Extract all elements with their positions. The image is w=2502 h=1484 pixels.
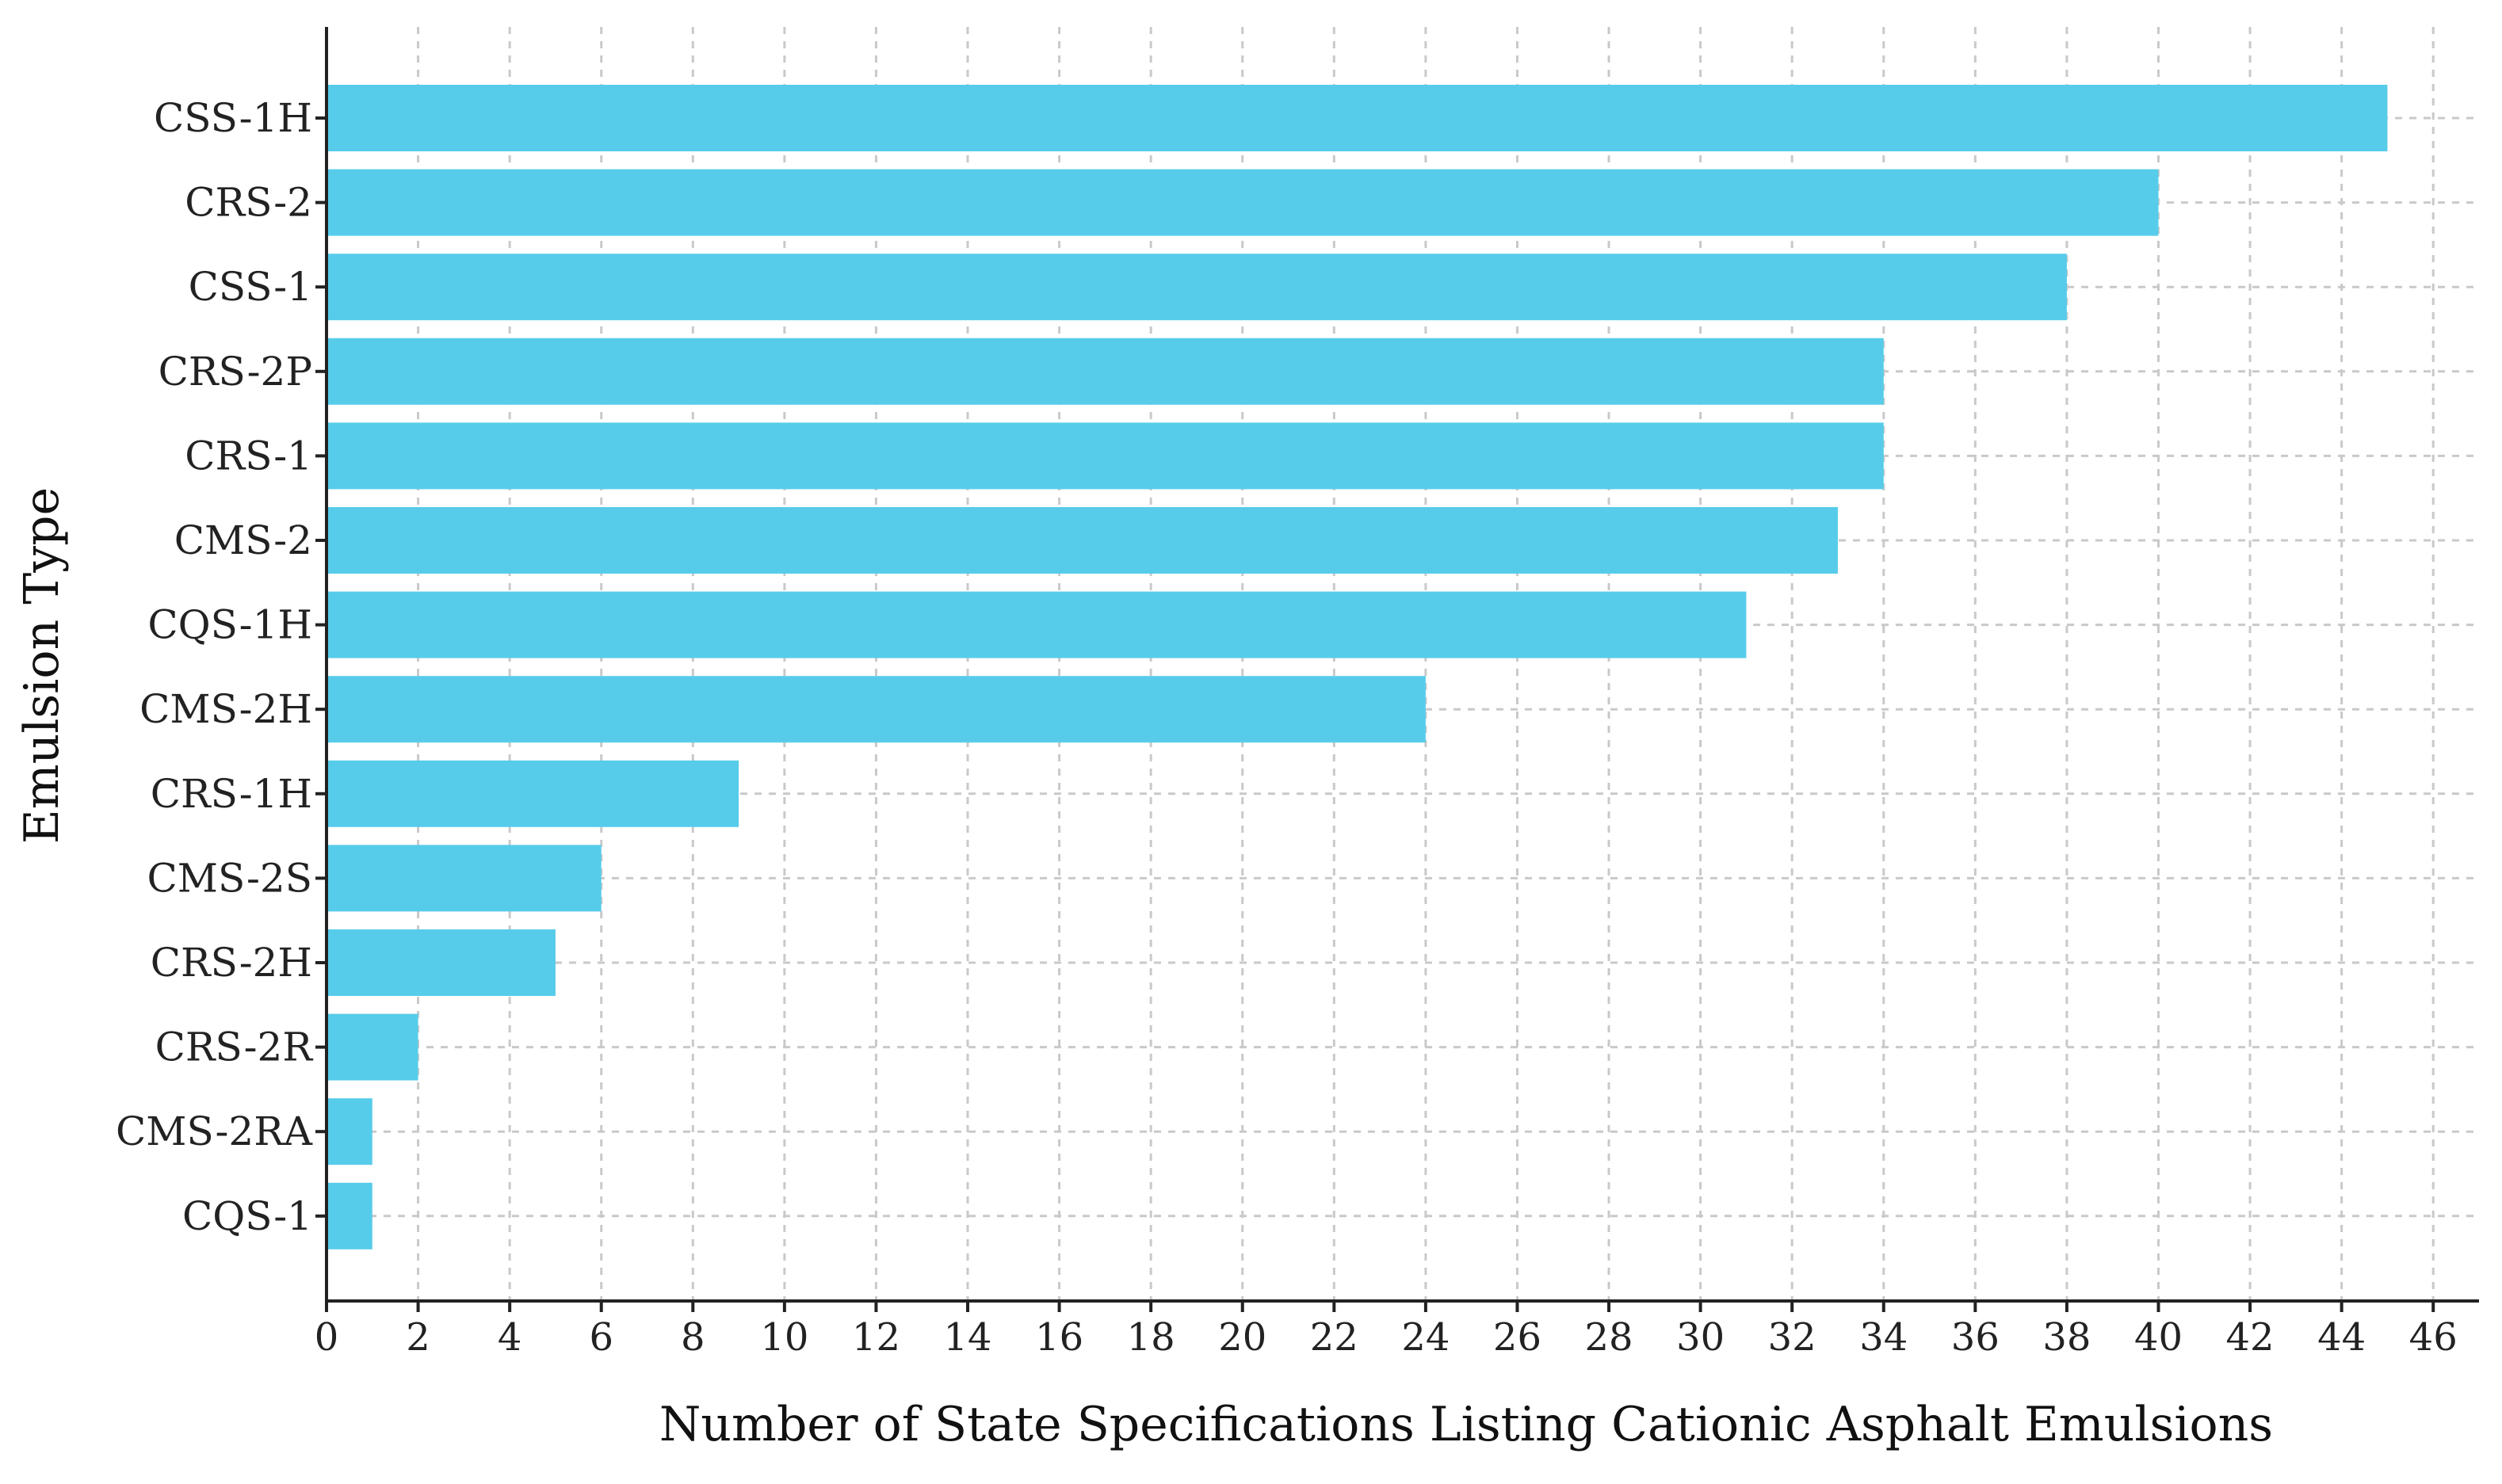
x-tick-label: 38 — [2042, 1315, 2091, 1360]
bar-cms-2h — [327, 676, 1426, 743]
bar-crs-2r — [327, 1013, 418, 1081]
category-label: CRS-2R — [155, 1024, 314, 1070]
bars — [327, 85, 2388, 1249]
x-tick-label: 30 — [1676, 1315, 1725, 1360]
bar-crs-2p — [327, 338, 1884, 405]
bar-crs-2 — [327, 169, 2159, 236]
x-tick-label: 4 — [498, 1315, 522, 1360]
axes — [325, 27, 2479, 1303]
x-tick-label: 24 — [1401, 1315, 1450, 1360]
y-axis-title: Emulsion Type — [14, 487, 70, 844]
x-tick-label: 0 — [315, 1315, 339, 1360]
category-label: CMS-2S — [147, 855, 313, 901]
category-label: CQS-1H — [147, 602, 312, 648]
x-tick-label: 18 — [1127, 1315, 1175, 1360]
bar-crs-1 — [327, 422, 1884, 490]
x-tick-label: 34 — [1859, 1315, 1908, 1360]
x-tick-label: 32 — [1768, 1315, 1816, 1360]
x-tick-label: 40 — [2134, 1315, 2183, 1360]
bar-cms-2s — [327, 845, 602, 912]
bar-cms-2ra — [327, 1098, 372, 1165]
category-label: CMS-2 — [174, 517, 312, 563]
x-tick-label: 10 — [760, 1315, 808, 1360]
bar-cms-2 — [327, 507, 1838, 574]
category-label: CRS-2H — [151, 940, 312, 986]
category-label: CRS-1H — [151, 771, 312, 817]
x-tick-label: 46 — [2409, 1315, 2458, 1360]
x-tick-label: 36 — [1951, 1315, 2000, 1360]
category-label: CMS-2H — [139, 686, 312, 732]
x-tick-label: 26 — [1493, 1315, 1541, 1360]
bar-cqs-1 — [327, 1182, 372, 1249]
bar-cqs-1h — [327, 591, 1747, 658]
x-tick-label: 12 — [852, 1315, 900, 1360]
category-label: CMS-2RA — [116, 1108, 313, 1154]
x-axis-title: Number of State Specifications Listing C… — [659, 1397, 2273, 1452]
x-tick-label: 22 — [1310, 1315, 1358, 1360]
x-tick-label: 28 — [1585, 1315, 1633, 1360]
y-axis-category-labels: CSS-1H CRS-2 CSS-1 CRS-2P CRS-1 CMS-2 CQS-1H CM… — [116, 95, 313, 1239]
x-tick-label: 14 — [943, 1315, 991, 1360]
category-label: CRS-2P — [159, 349, 312, 395]
x-tick-label: 42 — [2226, 1315, 2275, 1360]
bar-css-1 — [327, 254, 2067, 321]
category-label: CRS-1 — [185, 433, 312, 479]
x-tick-label: 16 — [1035, 1315, 1083, 1360]
category-label: CSS-1 — [189, 264, 312, 310]
x-tick-label: 6 — [589, 1315, 613, 1360]
bar-crs-2h — [327, 929, 556, 996]
x-tick-label: 2 — [406, 1315, 430, 1360]
x-tick-label: 8 — [681, 1315, 705, 1360]
x-tick-label: 44 — [2317, 1315, 2366, 1360]
x-axis-ticks: 0 2 4 6 8 10 12 14 16 18 20 22 24 26 28 30 32 34 36 38 40 42 4… — [315, 116, 2458, 1360]
bar-css-1h — [327, 85, 2388, 151]
category-label: CQS-1 — [182, 1193, 312, 1239]
bar-crs-1h — [327, 760, 739, 827]
category-label: CSS-1H — [154, 95, 312, 141]
x-tick-label: 20 — [1218, 1315, 1266, 1360]
category-label: CRS-2 — [185, 180, 312, 226]
